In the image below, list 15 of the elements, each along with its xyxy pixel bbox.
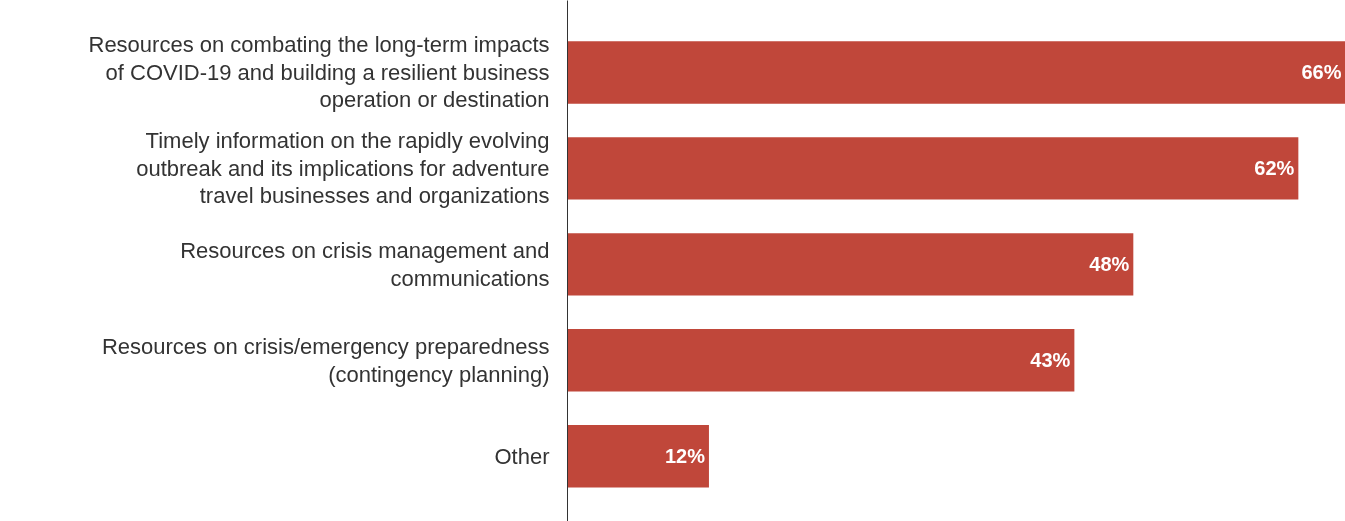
bar [567,41,1345,104]
y-tick-label: Resources on combating the long-term impacts of COVID-19 and building a resilient business operation or destination [88,32,550,113]
y-tick-label: Resources on crisis/emergency preparedness (contingency planning) [101,334,550,387]
y-tick-label: Timely information on the rapidly evolving outbreak and its implications for adventure travel businesses and organizations [136,128,550,209]
bar [567,233,1134,296]
bar [567,425,709,488]
data-label: 66% [1301,61,1342,84]
data-label: 48% [1089,253,1130,276]
y-tick-label: Other [494,443,550,469]
data-label: 43% [1030,349,1071,372]
bar [567,137,1299,200]
y-tick-label: Resources on crisis management and communications [180,238,550,291]
data-label: 12% [664,445,706,468]
bar [567,329,1075,392]
data-label: 62% [1254,157,1295,180]
